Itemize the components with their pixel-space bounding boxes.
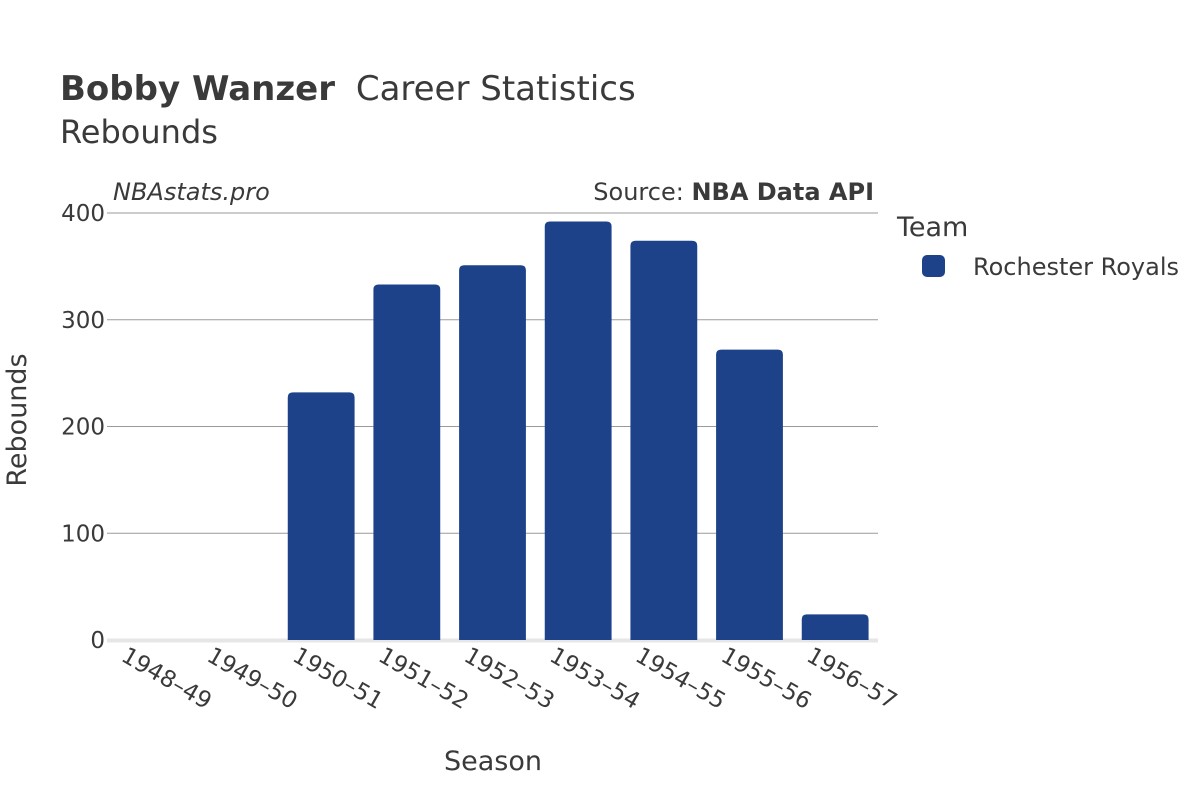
bars [287,221,869,641]
x-tick-label: 1955–56 [717,643,816,715]
source-name: NBA Data API [691,178,874,206]
x-tick-label: 1952–53 [460,643,559,715]
bar[interactable] [287,392,355,640]
source-label: Source: [593,178,691,206]
x-tick-label: 1950–51 [288,643,387,715]
watermark: NBAstats.pro [113,178,270,206]
x-axis-title: Season [444,746,542,777]
x-tick-label: 1954–55 [631,643,730,715]
chart-title-rest: Career Statistics [356,69,636,109]
x-tick-label: 1949–50 [203,643,302,715]
chart-title-name: Bobby Wanzer [60,69,335,109]
bar[interactable] [544,221,612,641]
y-tick-label: 100 [61,521,105,547]
bar[interactable] [459,265,526,640]
legend-title: Team [896,212,968,243]
legend-swatch [922,255,945,277]
legend-items: Rochester Royals [922,253,1179,281]
y-tick-label: 300 [61,308,105,334]
bar[interactable] [630,240,698,640]
x-axis-ticks: 1948–491949–501950–511951–521952–531953–… [117,643,901,715]
bar[interactable] [716,349,783,640]
y-tick-label: 200 [61,415,105,441]
x-tick-label: 1948–49 [117,643,216,715]
y-axis-title: Rebounds [2,353,33,486]
bar[interactable] [801,614,869,640]
x-tick-label: 1953–54 [545,643,644,715]
y-axis-ticks: 0 100 200 300 400 [61,201,105,654]
y-tick-label: 0 [90,628,105,654]
y-tick-label: 400 [61,201,105,227]
source-credit: Source: NBA Data API [593,178,874,206]
chart-title: Bobby Wanzer Career Statistics [60,69,636,109]
legend-label: Rochester Royals [973,253,1179,281]
x-tick-label: 1951–52 [374,643,473,715]
chart-subtitle: Rebounds [60,113,218,151]
x-tick-label: 1956–57 [802,643,901,715]
bar[interactable] [373,284,441,640]
